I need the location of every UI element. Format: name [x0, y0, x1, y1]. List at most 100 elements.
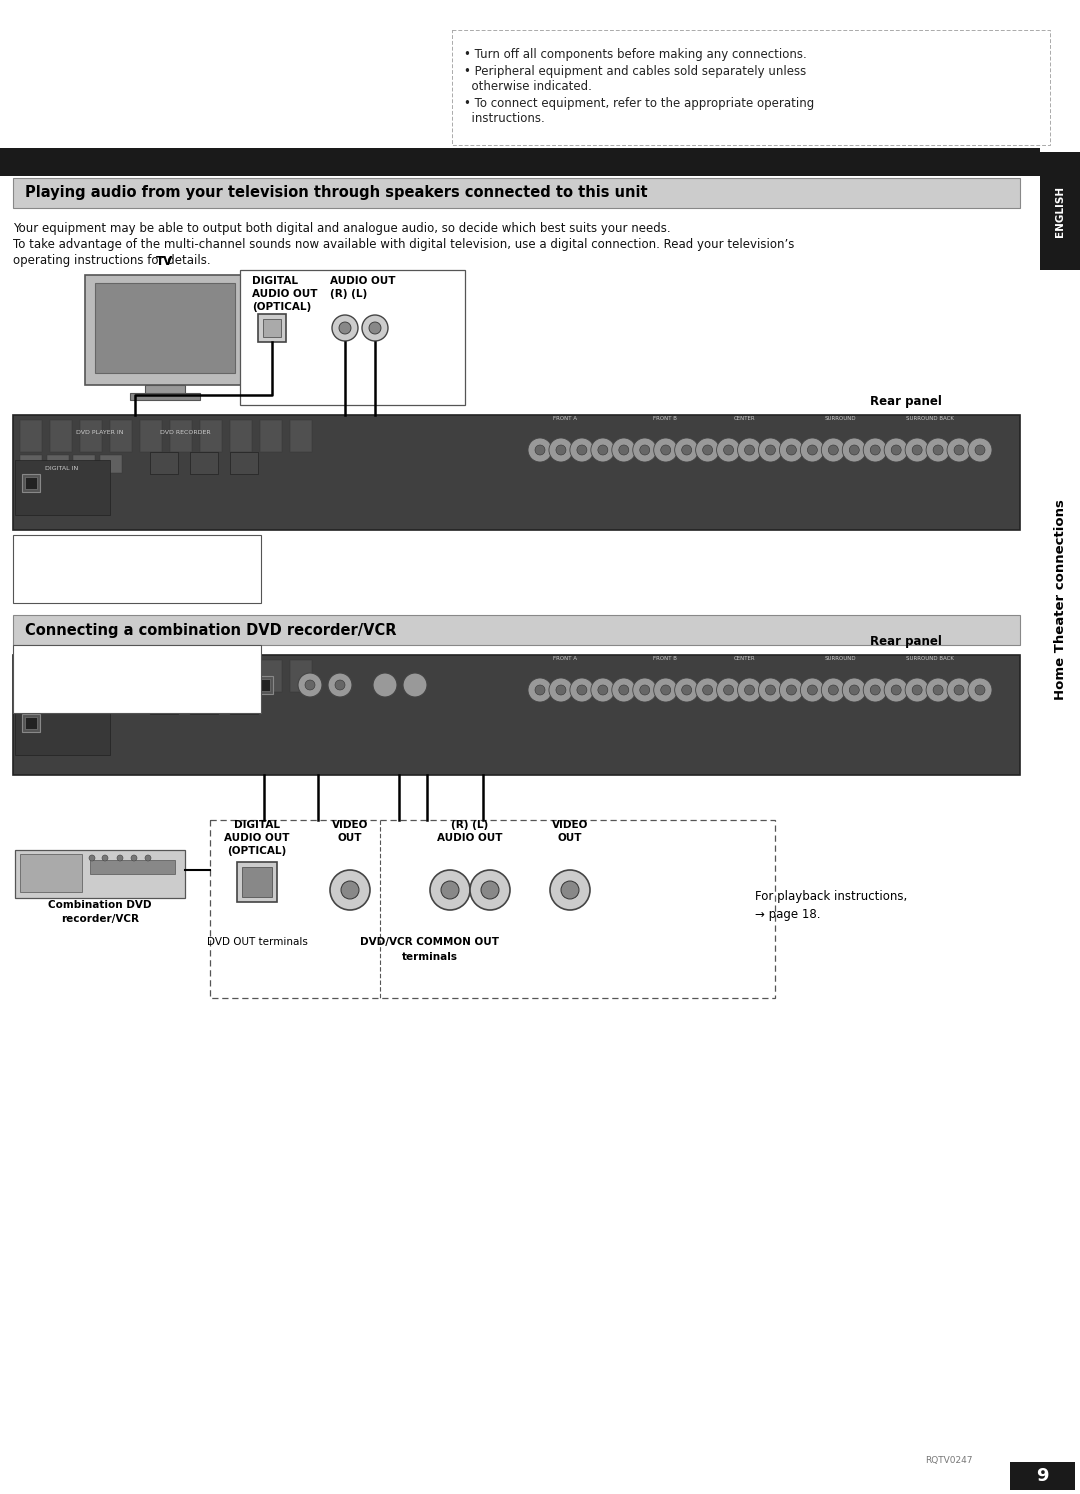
- Bar: [13, 178, 1020, 208]
- Circle shape: [842, 438, 866, 462]
- Circle shape: [780, 438, 804, 462]
- Circle shape: [724, 445, 733, 456]
- Text: operating instructions for details.: operating instructions for details.: [13, 254, 211, 267]
- Circle shape: [933, 445, 943, 456]
- Circle shape: [863, 438, 888, 462]
- Bar: [255, 675, 273, 695]
- Circle shape: [885, 678, 908, 702]
- Bar: [150, 692, 178, 714]
- Text: SURROUND: SURROUND: [824, 415, 855, 421]
- Circle shape: [968, 438, 993, 462]
- Circle shape: [738, 678, 761, 702]
- Circle shape: [535, 686, 545, 695]
- Text: DVD RECORDER: DVD RECORDER: [160, 430, 211, 435]
- Bar: [170, 660, 192, 692]
- Circle shape: [905, 438, 929, 462]
- Circle shape: [341, 881, 359, 899]
- Text: DVD/VCR COMMON OUT: DVD/VCR COMMON OUT: [361, 937, 499, 947]
- Circle shape: [675, 438, 699, 462]
- Text: if necessary (→ page 28).: if necessary (→ page 28).: [21, 690, 145, 701]
- Circle shape: [954, 445, 964, 456]
- Bar: [200, 420, 222, 453]
- Text: if necessary (→ page 28).: if necessary (→ page 28).: [21, 580, 145, 590]
- Circle shape: [766, 445, 775, 456]
- Circle shape: [570, 438, 594, 462]
- Bar: [13, 415, 1020, 530]
- Bar: [13, 535, 261, 604]
- Bar: [190, 453, 218, 474]
- Text: DVD PLAYER IN: DVD PLAYER IN: [77, 430, 124, 435]
- Text: Rear panel: Rear panel: [870, 394, 942, 408]
- Circle shape: [549, 678, 573, 702]
- Text: Playing audio from your television through speakers connected to this unit: Playing audio from your television throu…: [25, 185, 648, 200]
- Bar: [22, 714, 40, 732]
- Circle shape: [598, 445, 608, 456]
- Circle shape: [681, 686, 691, 695]
- Text: For playback instructions,: For playback instructions,: [755, 890, 907, 902]
- Circle shape: [339, 323, 351, 335]
- Circle shape: [933, 686, 943, 695]
- Bar: [13, 616, 1020, 645]
- Text: FRONT A: FRONT A: [553, 656, 577, 660]
- Circle shape: [332, 315, 357, 341]
- Text: • To connect equipment, refer to the appropriate operating: • To connect equipment, refer to the app…: [464, 97, 814, 111]
- Bar: [190, 692, 218, 714]
- Text: Digital input settings: Digital input settings: [21, 651, 146, 662]
- Circle shape: [786, 445, 796, 456]
- Circle shape: [828, 445, 838, 456]
- Bar: [453, 30, 1050, 145]
- Circle shape: [369, 323, 381, 335]
- Bar: [46, 695, 69, 713]
- Bar: [110, 420, 132, 453]
- Circle shape: [89, 855, 95, 861]
- Bar: [22, 474, 40, 492]
- Text: • Peripheral equipment and cables sold separately unless: • Peripheral equipment and cables sold s…: [464, 66, 807, 78]
- Text: recorder/VCR: recorder/VCR: [60, 914, 139, 923]
- Circle shape: [611, 678, 636, 702]
- Circle shape: [716, 438, 741, 462]
- Bar: [80, 660, 102, 692]
- Text: You can change the input: You can change the input: [21, 666, 146, 675]
- Circle shape: [780, 678, 804, 702]
- Circle shape: [330, 870, 370, 910]
- Text: FRONT A: FRONT A: [553, 415, 577, 421]
- Circle shape: [703, 445, 713, 456]
- Bar: [13, 645, 261, 713]
- Circle shape: [611, 438, 636, 462]
- Bar: [230, 453, 258, 474]
- Circle shape: [808, 445, 818, 456]
- Circle shape: [528, 678, 552, 702]
- Bar: [230, 660, 252, 692]
- Bar: [291, 660, 312, 692]
- Circle shape: [577, 686, 586, 695]
- Circle shape: [633, 438, 657, 462]
- Text: RQTV0247: RQTV0247: [924, 1457, 972, 1466]
- Text: DIGITAL IN: DIGITAL IN: [45, 707, 79, 711]
- Text: DIGITAL IN: DIGITAL IN: [45, 466, 79, 471]
- Circle shape: [800, 678, 824, 702]
- Text: → page 18.: → page 18.: [755, 908, 821, 920]
- Bar: [210, 820, 775, 998]
- Circle shape: [968, 678, 993, 702]
- Circle shape: [703, 686, 713, 695]
- Circle shape: [716, 678, 741, 702]
- Circle shape: [821, 438, 846, 462]
- Text: ENGLISH: ENGLISH: [1055, 185, 1065, 236]
- Bar: [140, 660, 162, 692]
- Bar: [0, 148, 1040, 176]
- Bar: [80, 420, 102, 453]
- Bar: [90, 861, 175, 874]
- Circle shape: [102, 855, 108, 861]
- Text: FRONT B: FRONT B: [653, 415, 677, 421]
- Circle shape: [870, 686, 880, 695]
- Bar: [73, 456, 95, 474]
- Text: instructions.: instructions.: [464, 112, 544, 125]
- Circle shape: [577, 445, 586, 456]
- Bar: [25, 717, 37, 729]
- Text: DIGITAL: DIGITAL: [234, 820, 280, 831]
- Text: AUDIO OUT: AUDIO OUT: [437, 834, 503, 843]
- Circle shape: [954, 686, 964, 695]
- Circle shape: [535, 445, 545, 456]
- Circle shape: [913, 686, 922, 695]
- Bar: [50, 420, 72, 453]
